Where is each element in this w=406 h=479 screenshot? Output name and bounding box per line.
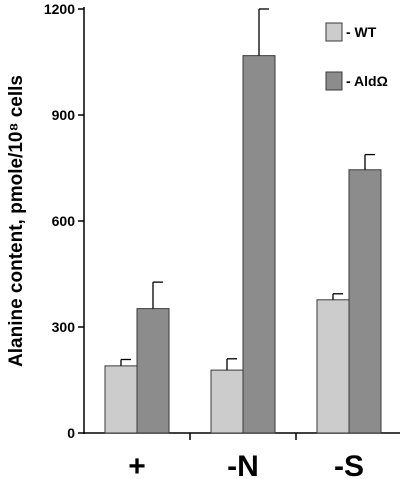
legend-label: - WT	[346, 24, 377, 40]
legend-swatch-ald	[325, 71, 343, 91]
x-tick-label: +	[128, 450, 146, 479]
bar-ald-1	[242, 55, 276, 434]
y-axis-label: Alanine content, pmole/10⁸ cells	[6, 75, 27, 367]
y-tick-label: 600	[52, 213, 76, 229]
bar-wt-1	[210, 369, 244, 434]
bar-wt-2	[316, 299, 350, 434]
bar-ald-0	[136, 308, 170, 434]
bar-ald-2	[348, 169, 382, 434]
bar-wt-0	[104, 365, 138, 434]
legend-label: - AldΩ	[346, 73, 388, 89]
y-tick-label: 900	[52, 107, 76, 123]
y-tick-label: 300	[52, 319, 76, 335]
x-tick-label: -S	[334, 450, 364, 479]
x-tick-label: -N	[227, 450, 259, 479]
y-tick-label: 0	[67, 425, 75, 441]
legend-swatch-wt	[325, 22, 343, 42]
y-tick-label: 1200	[44, 1, 75, 17]
